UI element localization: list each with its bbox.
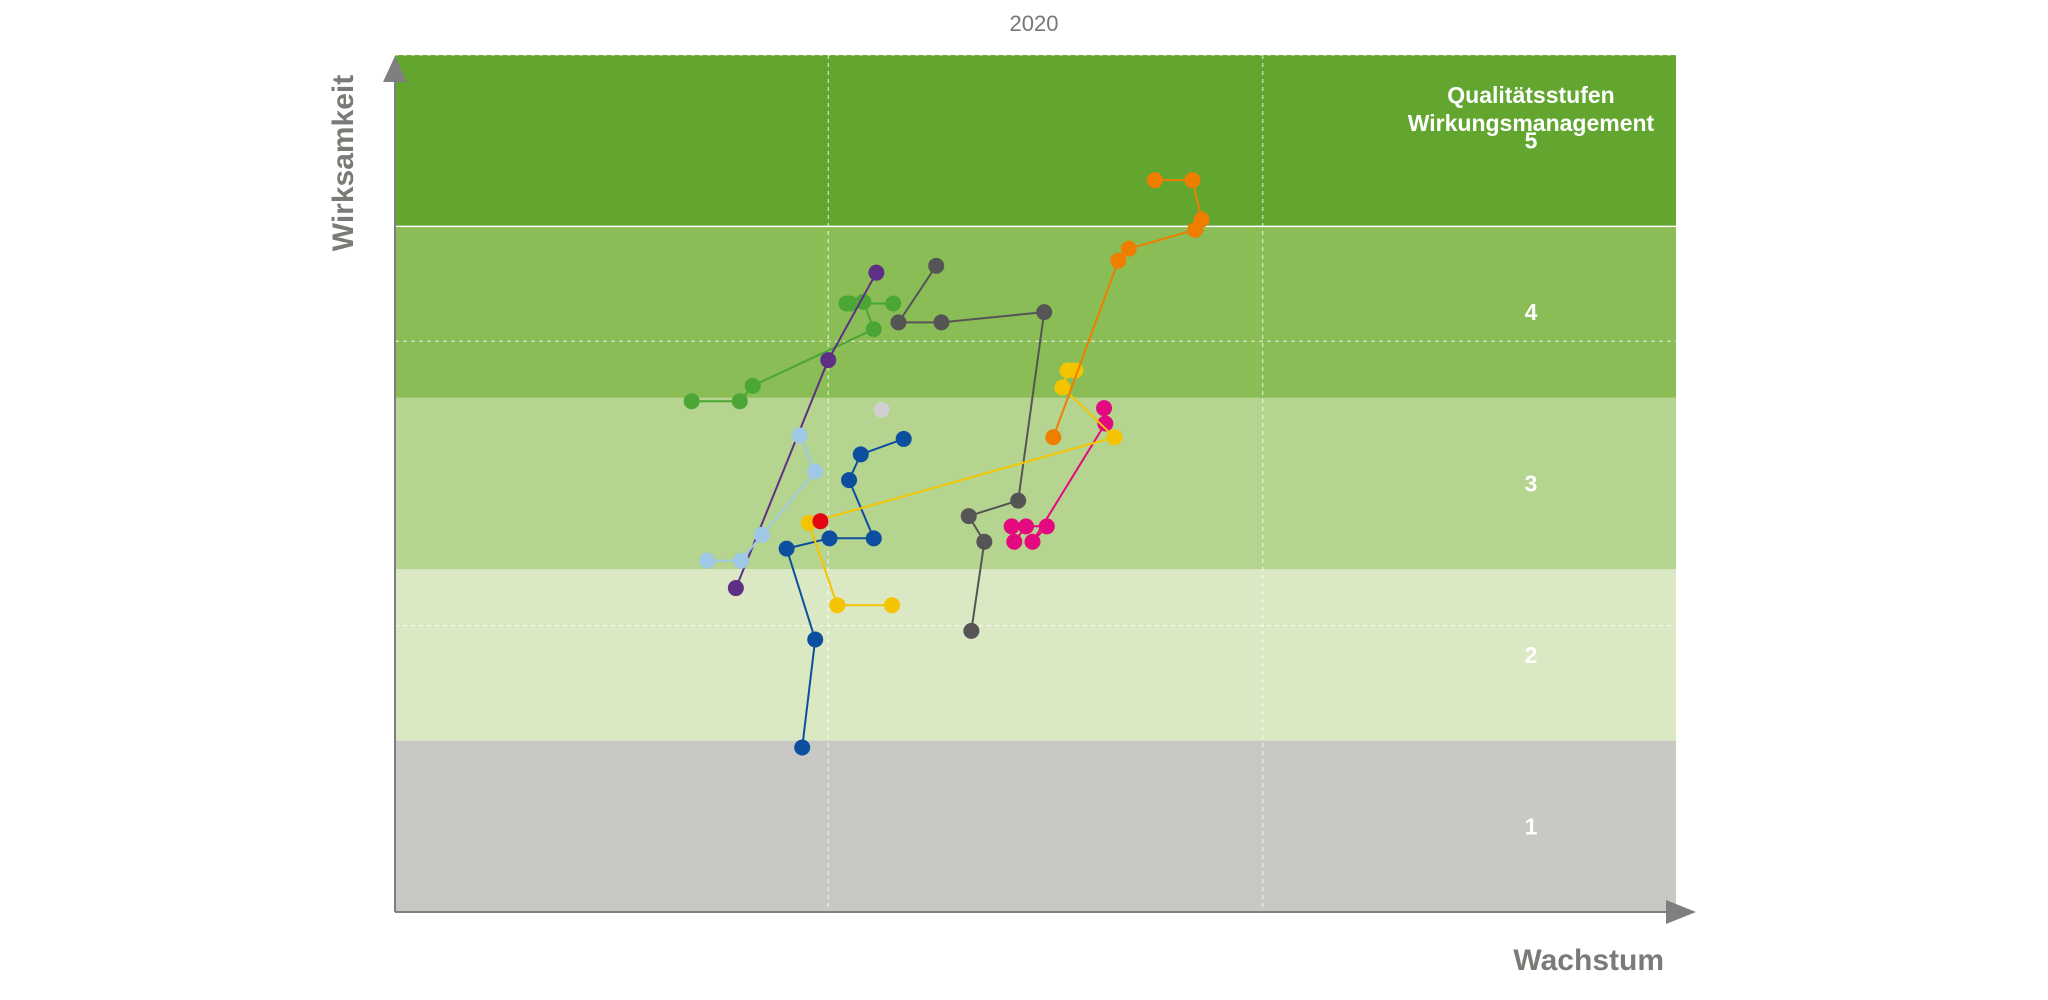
quality-bands: 1 2 3 4 5 — [395, 55, 1676, 912]
data-point-8-0 — [873, 401, 890, 418]
data-point-5-6 — [1096, 400, 1113, 417]
series-3 — [778, 430, 912, 756]
series-8 — [873, 401, 890, 418]
data-point-3-2 — [778, 540, 795, 557]
band-label-5: 5 — [1525, 128, 1538, 154]
data-point-7-5 — [1184, 172, 1201, 189]
data-point-4-1 — [976, 533, 993, 550]
legend-title-line1: Qualitätsstufen — [1447, 82, 1614, 108]
data-point-6-2 — [800, 514, 817, 531]
data-point-0-4 — [855, 293, 872, 310]
data-point-3-7 — [895, 430, 912, 447]
data-point-6-4 — [1054, 379, 1071, 396]
data-point-5-0 — [1006, 533, 1023, 550]
data-point-5-5 — [1097, 415, 1114, 432]
data-point-2-4 — [791, 427, 808, 444]
series-1 — [727, 264, 885, 597]
data-point-7-0 — [1045, 429, 1062, 446]
data-point-0-6 — [838, 295, 855, 312]
data-point-7-2 — [1120, 240, 1137, 257]
data-point-7-1 — [1110, 252, 1127, 269]
data-point-4-2 — [960, 508, 977, 525]
series-9 — [812, 513, 829, 530]
data-point-4-0 — [963, 622, 980, 639]
data-point-3-4 — [865, 530, 882, 547]
data-point-2-3 — [807, 463, 824, 480]
gridlines — [395, 54, 1676, 912]
data-point-5-2 — [1003, 518, 1020, 535]
y-axis-title: Wirksamkeit — [327, 75, 360, 251]
y-axis-arrow-icon — [383, 56, 407, 82]
data-point-1-2 — [868, 264, 885, 281]
data-point-3-1 — [807, 631, 824, 648]
band-label-2: 2 — [1525, 642, 1538, 668]
data-point-0-7 — [885, 295, 902, 312]
data-point-4-3 — [1010, 492, 1027, 509]
data-point-4-4 — [1036, 304, 1053, 321]
x-axis-arrow-icon — [1666, 900, 1696, 924]
data-point-7-4 — [1193, 211, 1210, 228]
band-5 — [395, 55, 1676, 227]
data-point-6-0 — [883, 597, 900, 614]
data-point-4-6 — [890, 314, 907, 331]
data-point-2-1 — [733, 552, 750, 569]
data-point-3-5 — [841, 472, 858, 489]
series-0 — [683, 293, 902, 410]
legend-title-line2: Wirkungsmanagement — [1408, 110, 1655, 136]
series-7 — [1045, 172, 1210, 446]
data-point-1-1 — [820, 352, 837, 369]
axes — [383, 56, 1696, 924]
data-point-0-2 — [744, 377, 761, 394]
data-point-0-3 — [865, 321, 882, 338]
data-point-3-0 — [794, 739, 811, 756]
series-5 — [1003, 400, 1114, 550]
data-point-6-3 — [1106, 429, 1123, 446]
data-point-4-7 — [928, 257, 945, 274]
data-point-5-4 — [1024, 533, 1041, 550]
data-point-5-3 — [1038, 518, 1055, 535]
data-point-0-1 — [731, 393, 748, 410]
data-point-0-0 — [683, 393, 700, 410]
series-layer — [683, 172, 1210, 756]
band-label-3: 3 — [1525, 471, 1538, 497]
band-1 — [395, 740, 1676, 912]
chart-title: 2020 — [1010, 11, 1059, 36]
series-2 — [699, 427, 824, 569]
data-point-9-0 — [812, 513, 829, 530]
band-label-1: 1 — [1525, 813, 1538, 839]
x-axis-title: Wachstum — [1513, 944, 1664, 977]
series-4 — [890, 257, 1053, 639]
data-point-7-6 — [1146, 172, 1163, 189]
band-2 — [395, 569, 1676, 741]
band-label-4: 4 — [1525, 299, 1538, 325]
data-point-4-5 — [933, 314, 950, 331]
data-point-3-3 — [821, 530, 838, 547]
data-point-3-6 — [852, 446, 869, 463]
data-point-2-2 — [753, 526, 770, 543]
data-point-5-1 — [1017, 518, 1034, 535]
data-point-6-1 — [829, 597, 846, 614]
data-point-2-0 — [699, 552, 716, 569]
data-point-1-0 — [727, 580, 744, 597]
